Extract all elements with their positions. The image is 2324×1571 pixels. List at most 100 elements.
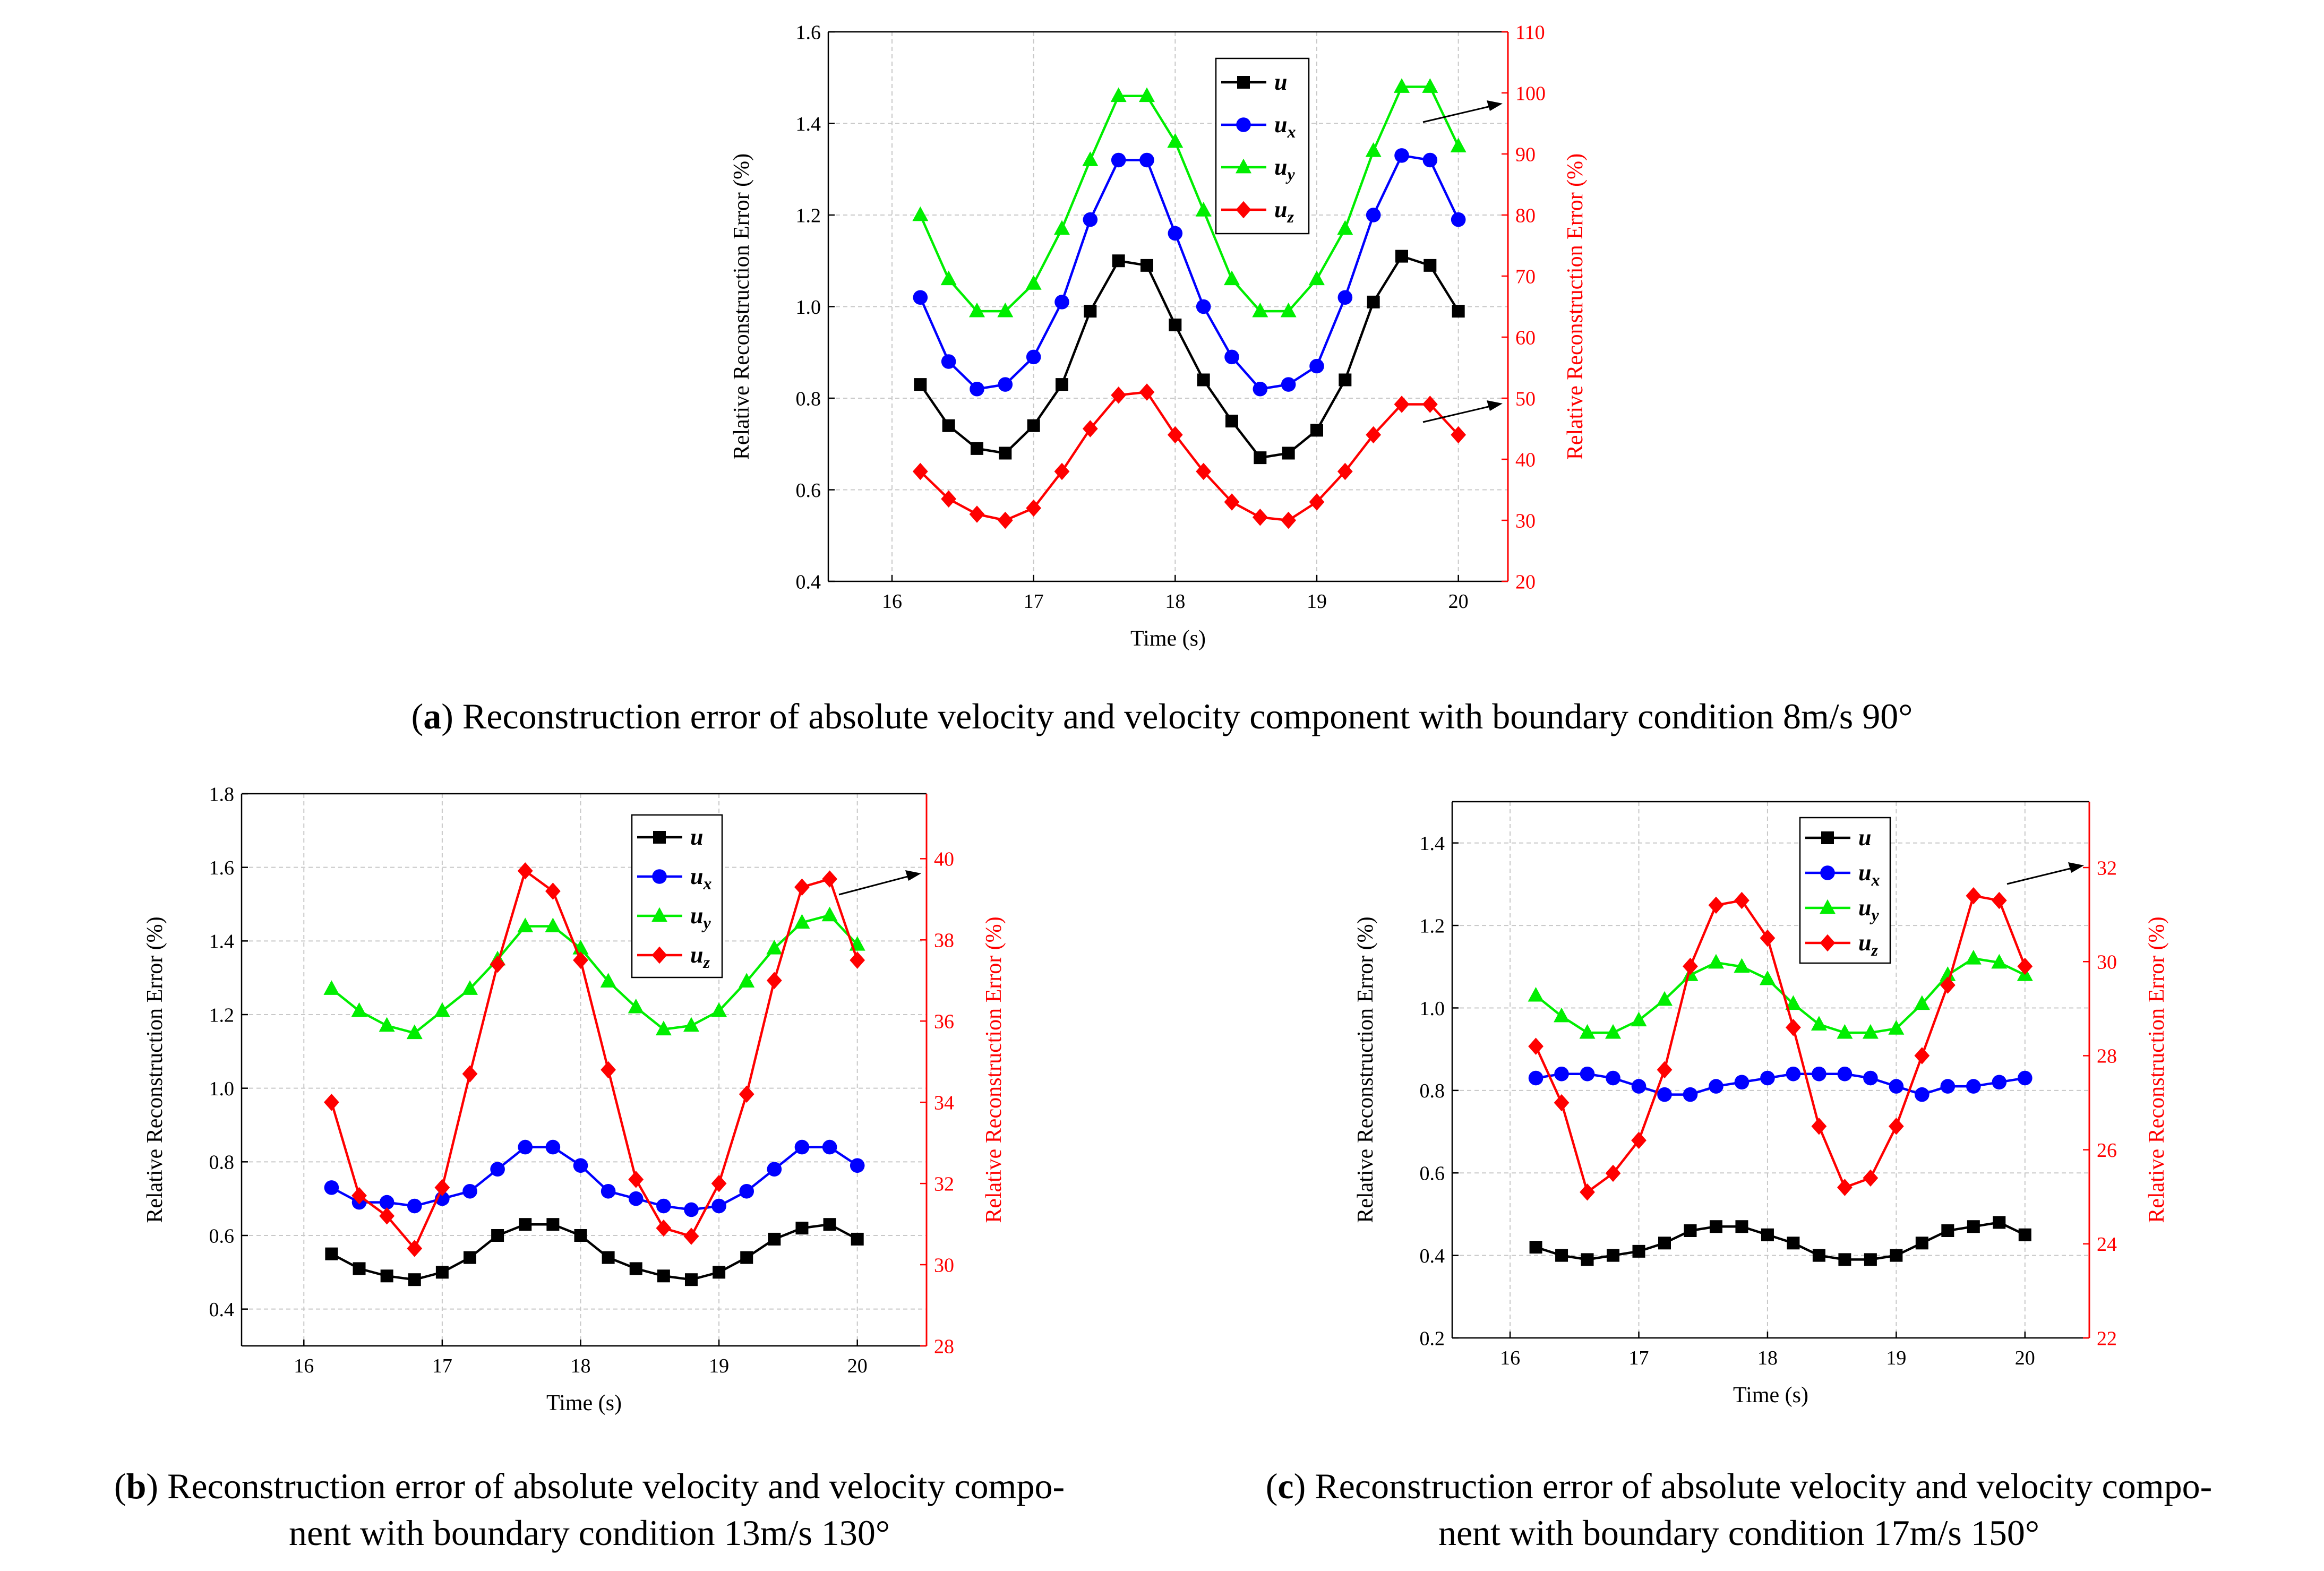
data-point: [1339, 373, 1352, 387]
data-point: [914, 378, 927, 391]
legend-marker: [1820, 865, 1835, 880]
data-point: [1309, 358, 1324, 374]
data-point: [1394, 396, 1410, 413]
data-point: [1310, 424, 1323, 437]
y-tick-label: 1.4: [209, 931, 235, 953]
data-point: [1282, 447, 1295, 460]
data-point: [997, 511, 1013, 529]
y2-tick-label: 20: [1515, 571, 1536, 593]
data-point: [1683, 1087, 1698, 1102]
data-point: [324, 1180, 339, 1195]
y-tick-label: 0.8: [209, 1152, 235, 1174]
data-point: [1941, 1224, 1954, 1237]
data-point: [1140, 259, 1153, 272]
data-point: [1110, 87, 1127, 102]
data-point: [1890, 1249, 1903, 1262]
series-line-uz: [330, 870, 859, 1250]
data-point: [1252, 509, 1268, 526]
data-point: [1309, 270, 1325, 286]
data-point: [1280, 302, 1297, 317]
data-point: [1991, 891, 2007, 909]
y2-tick-label: 38: [934, 930, 954, 952]
data-point: [1734, 958, 1750, 973]
data-point: [1837, 1066, 1853, 1081]
data-point: [1309, 493, 1325, 511]
data-point: [601, 1184, 616, 1199]
series-uz: [912, 383, 1467, 529]
data-point: [434, 1002, 450, 1017]
data-point: [1555, 1249, 1568, 1262]
data-point: [490, 955, 505, 973]
data-point: [795, 1222, 809, 1235]
data-point: [1631, 1131, 1646, 1149]
data-point: [1940, 976, 1956, 994]
data-point: [1139, 87, 1155, 102]
y2-tick-label: 34: [934, 1092, 954, 1114]
data-point: [655, 1020, 672, 1036]
data-point: [1056, 378, 1068, 391]
y-tick-label: 1.4: [1420, 832, 1445, 855]
data-point: [407, 1240, 423, 1257]
series-uy: [1528, 950, 2033, 1039]
data-point: [323, 980, 340, 995]
legend-marker: [652, 869, 667, 884]
data-point: [1082, 420, 1098, 437]
data-point: [1864, 1253, 1877, 1266]
y2-tick-label: 110: [1515, 21, 1545, 44]
data-point: [1889, 1079, 1904, 1094]
data-point: [1631, 1079, 1646, 1094]
data-point: [1760, 1070, 1775, 1086]
data-point: [1631, 1011, 1647, 1027]
data-point: [573, 1158, 588, 1173]
y2-tick-label: 28: [2097, 1045, 2117, 1068]
data-point: [1197, 373, 1210, 387]
data-point: [1450, 138, 1467, 153]
x-axis-title: Time (s): [1130, 626, 1206, 651]
data-point: [379, 1195, 395, 1210]
data-point: [601, 1061, 616, 1079]
data-point: [913, 290, 928, 305]
data-point: [998, 377, 1013, 392]
data-point: [517, 862, 533, 880]
y-tick-label: 1.2: [1420, 915, 1445, 937]
data-point: [1607, 1249, 1620, 1262]
data-point: [1606, 1070, 1620, 1086]
data-point: [1761, 1228, 1774, 1241]
y-tick-label: 1.0: [209, 1078, 235, 1100]
chart-c: 16 17 18 19 20 0.2 0.4 0.6 0.8 1.0 1.2 1.4 22 24 26 28 3…: [1353, 801, 2169, 1407]
data-point: [379, 1017, 395, 1032]
legend-marker: [1237, 76, 1250, 89]
y2-tick-label: 70: [1515, 265, 1536, 288]
data-point: [768, 1232, 781, 1246]
data-point: [740, 1251, 753, 1264]
series-ux: [913, 148, 1466, 397]
y-tick-label: 0.6: [796, 479, 821, 502]
legend-marker: [1821, 831, 1834, 844]
data-point: [628, 998, 644, 1014]
series-u: [914, 250, 1465, 465]
y2-tick-label: 22: [2097, 1327, 2117, 1350]
data-point: [683, 1227, 699, 1245]
data-point: [794, 1139, 810, 1155]
data-point: [941, 354, 956, 369]
data-point: [545, 1139, 561, 1155]
data-point: [323, 1093, 339, 1111]
series-uy: [323, 906, 865, 1040]
y2-tick-label: 28: [934, 1335, 954, 1358]
chart-a: 16 17 18 19 20 0.4 0.6 0.8 1.0 1.2 1.4 1.6 20 30 40 50 6…: [730, 21, 1588, 651]
y-tick-label: 0.6: [1420, 1163, 1445, 1185]
data-point: [1365, 142, 1382, 157]
data-point: [941, 490, 957, 508]
data-point: [1580, 1066, 1595, 1081]
data-point: [1422, 78, 1438, 93]
data-point: [850, 951, 865, 969]
x-tick-label: 17: [1024, 590, 1044, 613]
data-point: [656, 1220, 672, 1237]
data-point: [490, 1162, 505, 1177]
data-point: [1528, 1037, 1543, 1055]
legend-label: uy: [1274, 154, 1295, 184]
x-tick-label: 18: [1757, 1347, 1778, 1369]
data-point: [351, 1002, 367, 1017]
caption-c-text-line1: Reconstruction error of absolute velocit…: [1306, 1466, 2212, 1506]
legend-marker: [651, 907, 667, 922]
